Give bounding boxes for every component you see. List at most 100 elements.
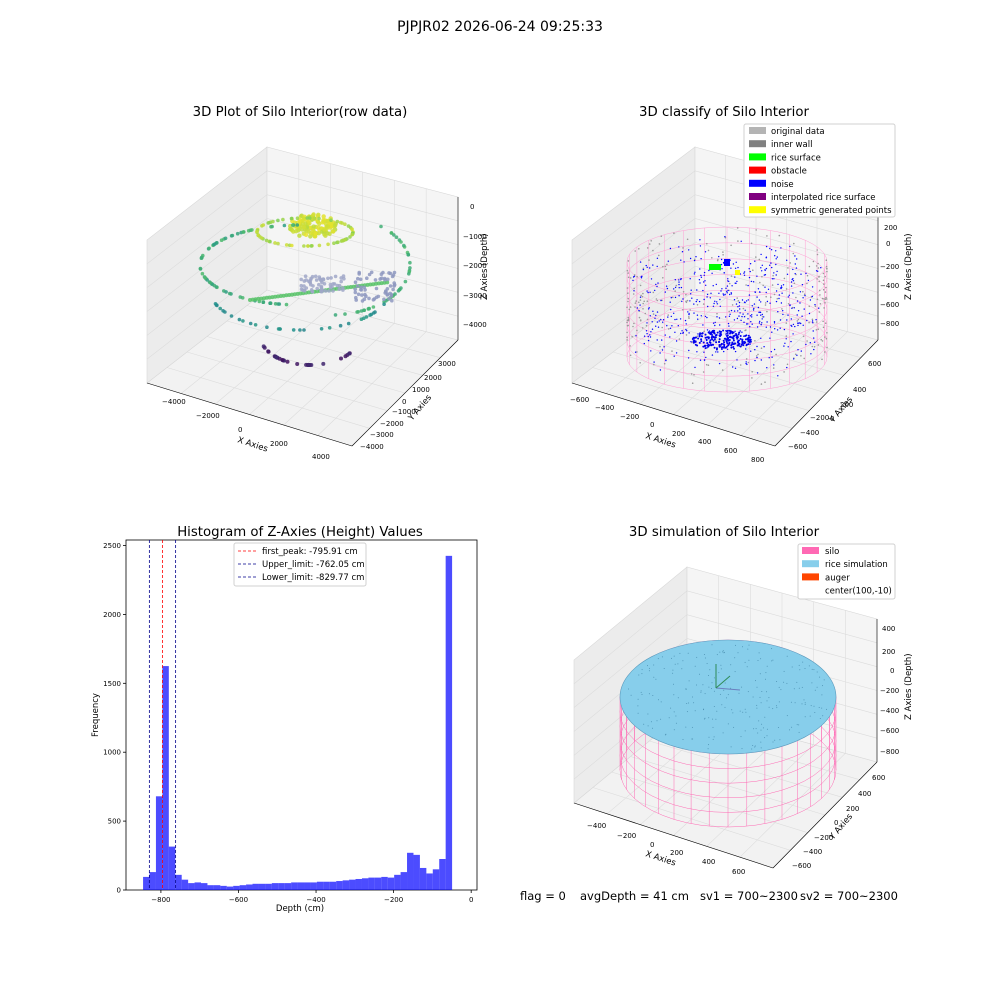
simulation-mesh-node [739,710,741,712]
raw-point [271,219,275,224]
simulation-mesh-node [647,665,648,667]
simulation-mesh-node [638,674,640,676]
simulation-3d-axes [573,566,878,869]
classify-wall-point [639,284,642,287]
classify-noise-point [678,295,680,297]
raw-point [327,326,332,330]
raw-point [348,235,352,239]
raw-ytick: 0 [402,398,406,406]
classify-noise-point [651,328,654,330]
classify-noise-point [817,270,819,272]
simulation-mesh-node [653,664,655,666]
raw-point [224,290,228,294]
simulation-mesh-node [630,694,632,696]
histogram-bar [374,877,382,890]
classify-wall-point [686,238,689,241]
raw-point [309,244,314,248]
histogram-xtick-label: 0 [469,896,473,904]
classify-legend: original data inner wall rice surface obsta… [743,123,896,218]
classify-wall-point [797,318,800,321]
raw-point [308,234,313,239]
raw-point [261,223,266,227]
simulation-mesh-node [700,691,702,693]
classify-wall-point [627,260,630,262]
classify-wall-point [812,260,815,263]
simulation-mesh-node [751,748,753,750]
raw-point [261,300,266,305]
classify-noise-point [782,310,784,312]
classify-noise-cluster-point [697,337,700,340]
histogram-bar [155,796,163,890]
classify-wall-point [658,243,661,245]
classify-wall-point [825,298,828,300]
histogram-ytick-label: 0 [117,887,121,895]
classify-noise-point [799,291,802,293]
classify-wall-point [626,306,628,309]
classify-wall-point [728,282,731,285]
classify-noise-point [786,366,788,369]
simulation-mesh-node [809,715,811,717]
classify-wall-point [826,332,828,334]
simulation-mesh-node [744,661,746,663]
classify-wall-point [757,353,759,356]
classify-noise-point [765,291,767,294]
histogram-bar [252,883,259,890]
classify-noise-point [703,298,705,301]
simulation-legend-label: rice simulation [825,560,888,570]
classify-wall-point [824,322,827,325]
classify-wall-point [696,304,699,306]
classify-noise-cluster-point [711,334,714,336]
classify-noise-point [783,328,786,331]
classify-noise-point [750,350,752,352]
classify-wall-point [737,240,739,242]
raw-point [376,294,381,299]
simulation-mesh-node [798,687,800,689]
classify-noise-point [756,356,758,359]
classify-wall-point [685,301,688,304]
classify-noise-point [656,285,658,288]
simulation-mesh-node [688,702,689,704]
classify-wall-point [822,326,825,329]
classify-wall-point [631,335,633,338]
raw-point [379,224,383,229]
classify-noise-point [691,297,693,299]
raw-point [314,278,319,282]
raw-point [291,229,296,234]
classify-wall-point [783,277,786,280]
classify-noise-point [780,247,782,249]
classify-wall-point [642,292,644,295]
classify-noise-point [763,346,765,348]
classify-wall-point [682,291,685,293]
raw-point [323,289,328,293]
classify-noise-point [689,278,691,280]
raw-3d-axes [146,146,459,447]
classify-noise-point [714,324,716,327]
classify-noise-point [718,255,720,258]
classify-noise-point [780,285,783,287]
classify-noise-point [730,309,733,312]
raw-point [360,293,364,297]
pane-gridline [674,305,861,358]
classify-wall-point [766,310,768,313]
raw-point [253,323,258,327]
simulation-mesh-node [711,682,713,684]
classify-noise-point [734,350,737,353]
simulation-mesh-node [766,691,767,693]
classify-noise-point [745,300,748,302]
classify-noise-point [791,307,793,309]
raw-point [399,286,403,290]
classify-noise-point [727,280,729,282]
classify-noise-point [719,298,721,301]
raw-point [341,288,345,292]
classify-noise-point [699,282,701,284]
simulation-mesh-node [804,668,806,669]
simulation-mesh-node [760,729,762,731]
classify-wall-point [702,303,705,305]
classify-wall-point [650,240,652,242]
classify-noise-point [705,356,707,359]
simulation-mesh-node [679,652,681,654]
classify-noise-point [659,369,662,371]
classify-noise-point [706,329,709,331]
simulation-mesh-node [811,668,813,670]
histogram-ytick-label: 1000 [103,749,121,757]
